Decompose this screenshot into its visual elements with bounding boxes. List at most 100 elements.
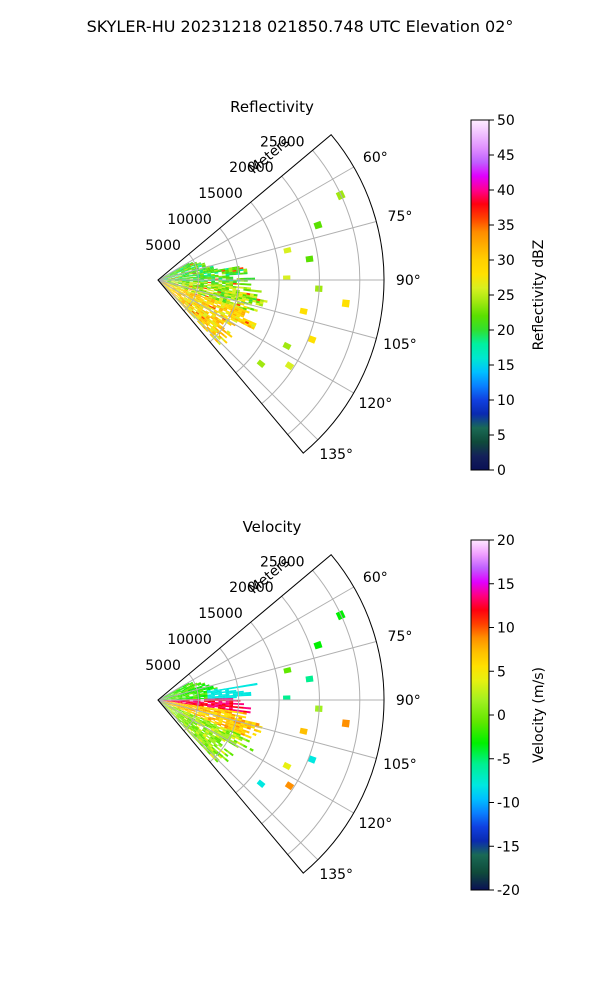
azimuth-spoke [157, 279, 319, 441]
echo-cell [199, 708, 204, 711]
echo-cell [224, 753, 229, 758]
echo-cell [207, 694, 212, 696]
echo-cell [195, 298, 200, 302]
echo-cell [199, 268, 203, 271]
echo-cell [204, 317, 209, 321]
echo-cell [218, 702, 223, 704]
echo-cell [205, 722, 210, 726]
echo-cell [218, 704, 223, 707]
echo-cell [223, 315, 228, 320]
echo-cell [218, 754, 223, 759]
echo-cell [187, 730, 191, 734]
echo-cell [170, 711, 174, 714]
echo-cell [187, 686, 192, 689]
echo-cell [211, 751, 216, 756]
echo-cell [202, 300, 207, 304]
echo-cell [174, 278, 179, 280]
echo-cell [198, 728, 202, 732]
echo-cell [211, 717, 216, 720]
echo-cell [186, 264, 190, 267]
echo-cell [201, 263, 206, 266]
echo-cell [228, 687, 233, 690]
echo-cell [210, 269, 215, 271]
echo-cell [170, 704, 174, 707]
echo-cell [199, 689, 204, 692]
echo-cell [232, 741, 237, 745]
echo-cell [199, 312, 203, 317]
echo-cell [174, 705, 178, 707]
echo-cell [209, 722, 214, 726]
echo-cell [210, 691, 215, 694]
echo-cell [198, 265, 203, 268]
echo-cell [219, 298, 224, 301]
echo-cell [207, 718, 212, 721]
echo-cell [207, 273, 212, 275]
echo-cell [201, 265, 206, 268]
echo-cell [172, 287, 177, 290]
echo-cell [189, 280, 194, 282]
echo-cell [203, 319, 207, 323]
echo-cell [192, 691, 197, 694]
echo-cell [209, 748, 214, 753]
echo-cell [203, 271, 208, 274]
echo-cell [188, 285, 193, 287]
echo-cell [182, 299, 186, 303]
echo-cell [209, 686, 214, 689]
colorbar-tick-label: 25 [497, 288, 515, 304]
echo-cell [172, 707, 177, 710]
echo-cell [178, 283, 183, 285]
echo-cell [223, 307, 228, 311]
echo-cell [235, 314, 241, 319]
echo-cell [212, 304, 217, 308]
echo-cell [195, 299, 199, 303]
echo-cell [235, 736, 240, 740]
echo-cell [210, 321, 215, 326]
echo-cell [184, 722, 188, 726]
echo-cell [202, 292, 207, 295]
echo-cell [165, 285, 170, 288]
echo-cell [171, 709, 176, 712]
echo-cell [198, 308, 202, 312]
echo-cell [203, 702, 208, 705]
echo-cell [180, 289, 184, 292]
echo-cell [211, 307, 216, 311]
echo-cell [185, 693, 190, 696]
colorbar-tick-label: 10 [497, 393, 515, 409]
echo-cell [198, 300, 203, 303]
colorbar-tick-label: 45 [497, 148, 515, 164]
echo-cell [245, 739, 251, 743]
echo-cell [184, 716, 188, 720]
echo-cell [213, 709, 218, 712]
echo-cell [192, 724, 197, 728]
echo-cell [177, 706, 182, 709]
echo-cell [173, 705, 178, 708]
echo-cell [218, 720, 223, 724]
echo-cell [203, 718, 208, 721]
echo-cell [207, 277, 212, 279]
echo-cell [299, 727, 308, 735]
echo-cell [222, 755, 227, 760]
echo-cell [206, 266, 210, 269]
echo-cell [204, 312, 208, 316]
echo-cell [184, 286, 189, 288]
echo-cell [188, 716, 193, 719]
echo-cell [174, 278, 179, 279]
echo-cell [183, 291, 187, 294]
echo-cell [179, 711, 183, 714]
echo-cell [218, 309, 223, 314]
echo-cell [173, 707, 177, 710]
echo-cell [178, 282, 183, 284]
echo-cell [200, 277, 205, 280]
echo-cell [188, 273, 193, 275]
echo-cell [182, 684, 187, 688]
echo-cell [180, 301, 184, 305]
echo-cell [188, 705, 193, 707]
echo-cell [191, 267, 196, 270]
echo-cell [173, 706, 178, 708]
echo-cell [178, 701, 183, 703]
echo-cell [222, 720, 227, 724]
echo-cell [183, 711, 187, 714]
echo-cell [199, 317, 204, 322]
